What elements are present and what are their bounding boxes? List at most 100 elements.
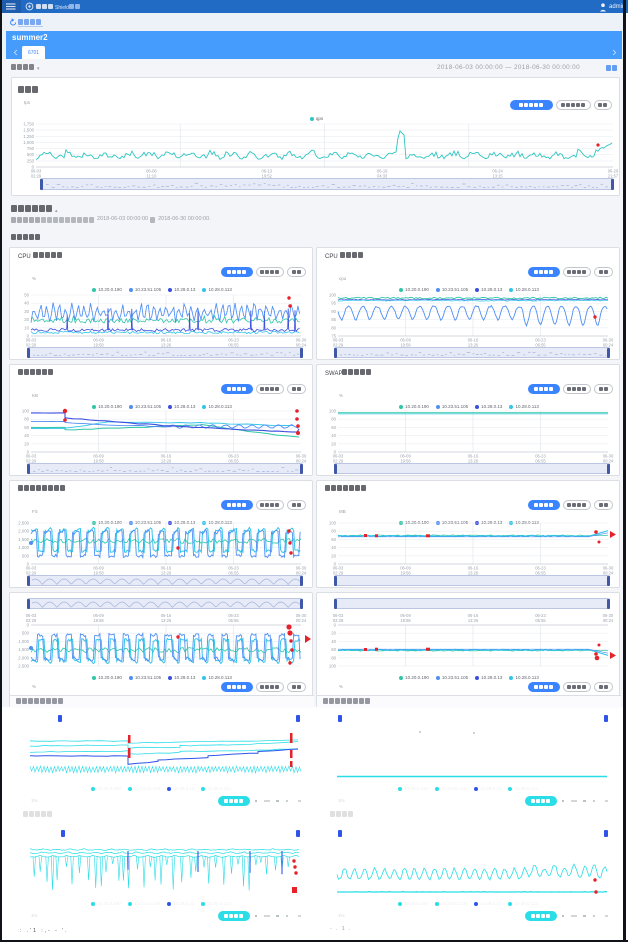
svg-text:20: 20 [24,441,29,446]
svg-text:02:29: 02:29 [333,618,344,623]
svg-text:06-23: 06-23 [535,566,546,571]
svg-text:00:24: 00:24 [296,343,307,348]
svg-text:00:24: 00:24 [296,459,307,464]
svg-text:19:58: 19:58 [93,343,104,348]
svg-text:11:10: 11:10 [146,174,157,179]
svg-text:06:55: 06:55 [535,571,546,576]
svg-text:13:26: 13:26 [468,571,479,576]
svg-text:500: 500 [27,152,35,157]
svg-text:06-03: 06-03 [333,613,344,618]
svg-text:06-23: 06-23 [535,338,546,343]
svg-text:13:15: 13:15 [492,174,503,179]
svg-text:0: 0 [334,623,337,628]
svg-text:02:29: 02:29 [26,459,37,464]
svg-text:40: 40 [331,545,336,550]
svg-text:40: 40 [331,639,336,644]
svg-text:00:24: 00:24 [603,571,614,576]
svg-text:85: 85 [331,317,336,322]
svg-text:06-09: 06-09 [93,454,104,459]
svg-text:100: 100 [329,521,337,526]
svg-text:0: 0 [32,165,35,170]
svg-text:06:55: 06:55 [228,343,239,348]
svg-text:06-09: 06-09 [400,566,411,571]
svg-text:06-23: 06-23 [228,454,239,459]
svg-text:1,500: 1,500 [18,537,29,542]
svg-text:19:58: 19:58 [400,618,411,623]
svg-text:0: 0 [27,450,30,455]
svg-text:19:58: 19:58 [93,571,104,576]
svg-text:06-29: 06-29 [608,169,619,174]
svg-text:19:52: 19:52 [262,174,273,179]
svg-text:1,000: 1,000 [23,140,34,145]
svg-text:00:24: 00:24 [603,618,614,623]
svg-text:02:29: 02:29 [333,343,344,348]
svg-text:2,500: 2,500 [18,664,29,669]
svg-text:13:26: 13:26 [161,343,172,348]
svg-text:80: 80 [24,417,29,422]
svg-text:06:55: 06:55 [535,459,546,464]
svg-text:06-09: 06-09 [400,613,411,618]
svg-text:06-09: 06-09 [93,566,104,571]
svg-text:06-30: 06-30 [603,338,614,343]
svg-text:13:26: 13:26 [161,459,172,464]
svg-text:06-16: 06-16 [468,613,479,618]
svg-text:20: 20 [331,631,336,636]
svg-text:95: 95 [331,301,336,306]
svg-text:00:24: 00:24 [603,343,614,348]
svg-text:00:24: 00:24 [296,618,307,623]
svg-text:0: 0 [334,450,337,455]
svg-text:20: 20 [24,317,29,322]
svg-text:19:58: 19:58 [400,459,411,464]
svg-text:2,000: 2,000 [18,655,29,660]
svg-text:06-16: 06-16 [161,566,172,571]
svg-text:02:29: 02:29 [31,174,42,179]
svg-text:06-09: 06-09 [93,338,104,343]
svg-text:06-03: 06-03 [26,566,37,571]
svg-text:02:29: 02:29 [333,459,344,464]
svg-text:06-30: 06-30 [603,454,614,459]
svg-text:00:24: 00:24 [296,571,307,576]
svg-text:100: 100 [329,409,337,414]
svg-text:06-13: 06-13 [262,169,273,174]
svg-text:06-09: 06-09 [400,454,411,459]
svg-text:06-23: 06-23 [228,566,239,571]
svg-text:60: 60 [331,425,336,430]
svg-text:40: 40 [24,433,29,438]
svg-text:21:57: 21:57 [608,174,619,179]
svg-text:06:55: 06:55 [228,571,239,576]
svg-text:06:55: 06:55 [535,618,546,623]
svg-text:06-19: 06-19 [377,169,388,174]
svg-text:80: 80 [331,529,336,534]
svg-text:13:26: 13:26 [468,618,479,623]
svg-text:06-03: 06-03 [26,613,37,618]
svg-text:13:26: 13:26 [468,459,479,464]
svg-text:500: 500 [22,631,30,636]
svg-text:06-03: 06-03 [333,338,344,343]
svg-text:50: 50 [24,293,29,298]
svg-text:06-08: 06-08 [146,169,157,174]
svg-text:90: 90 [331,309,336,314]
svg-text:30: 30 [24,309,29,314]
svg-text:06-03: 06-03 [26,338,37,343]
svg-text:1,000: 1,000 [18,639,29,644]
svg-text:06:55: 06:55 [228,618,239,623]
svg-text:06:55: 06:55 [535,343,546,348]
svg-text:0: 0 [27,562,30,567]
svg-text:06-30: 06-30 [296,566,307,571]
svg-text:20: 20 [331,441,336,446]
svg-text:500: 500 [22,553,30,558]
svg-text:06-30: 06-30 [603,566,614,571]
svg-text:06-16: 06-16 [161,613,172,618]
svg-text:0: 0 [27,623,30,628]
svg-text:06-23: 06-23 [228,613,239,618]
svg-text:06-23: 06-23 [535,613,546,618]
svg-text:04:33: 04:33 [377,174,388,179]
svg-text:60: 60 [331,537,336,542]
svg-text:02:29: 02:29 [26,343,37,348]
svg-text:40: 40 [24,301,29,306]
svg-text:06-30: 06-30 [296,454,307,459]
svg-text:80: 80 [331,417,336,422]
svg-text:06-16: 06-16 [468,454,479,459]
svg-text:2,500: 2,500 [18,521,29,526]
svg-text:02:29: 02:29 [333,571,344,576]
